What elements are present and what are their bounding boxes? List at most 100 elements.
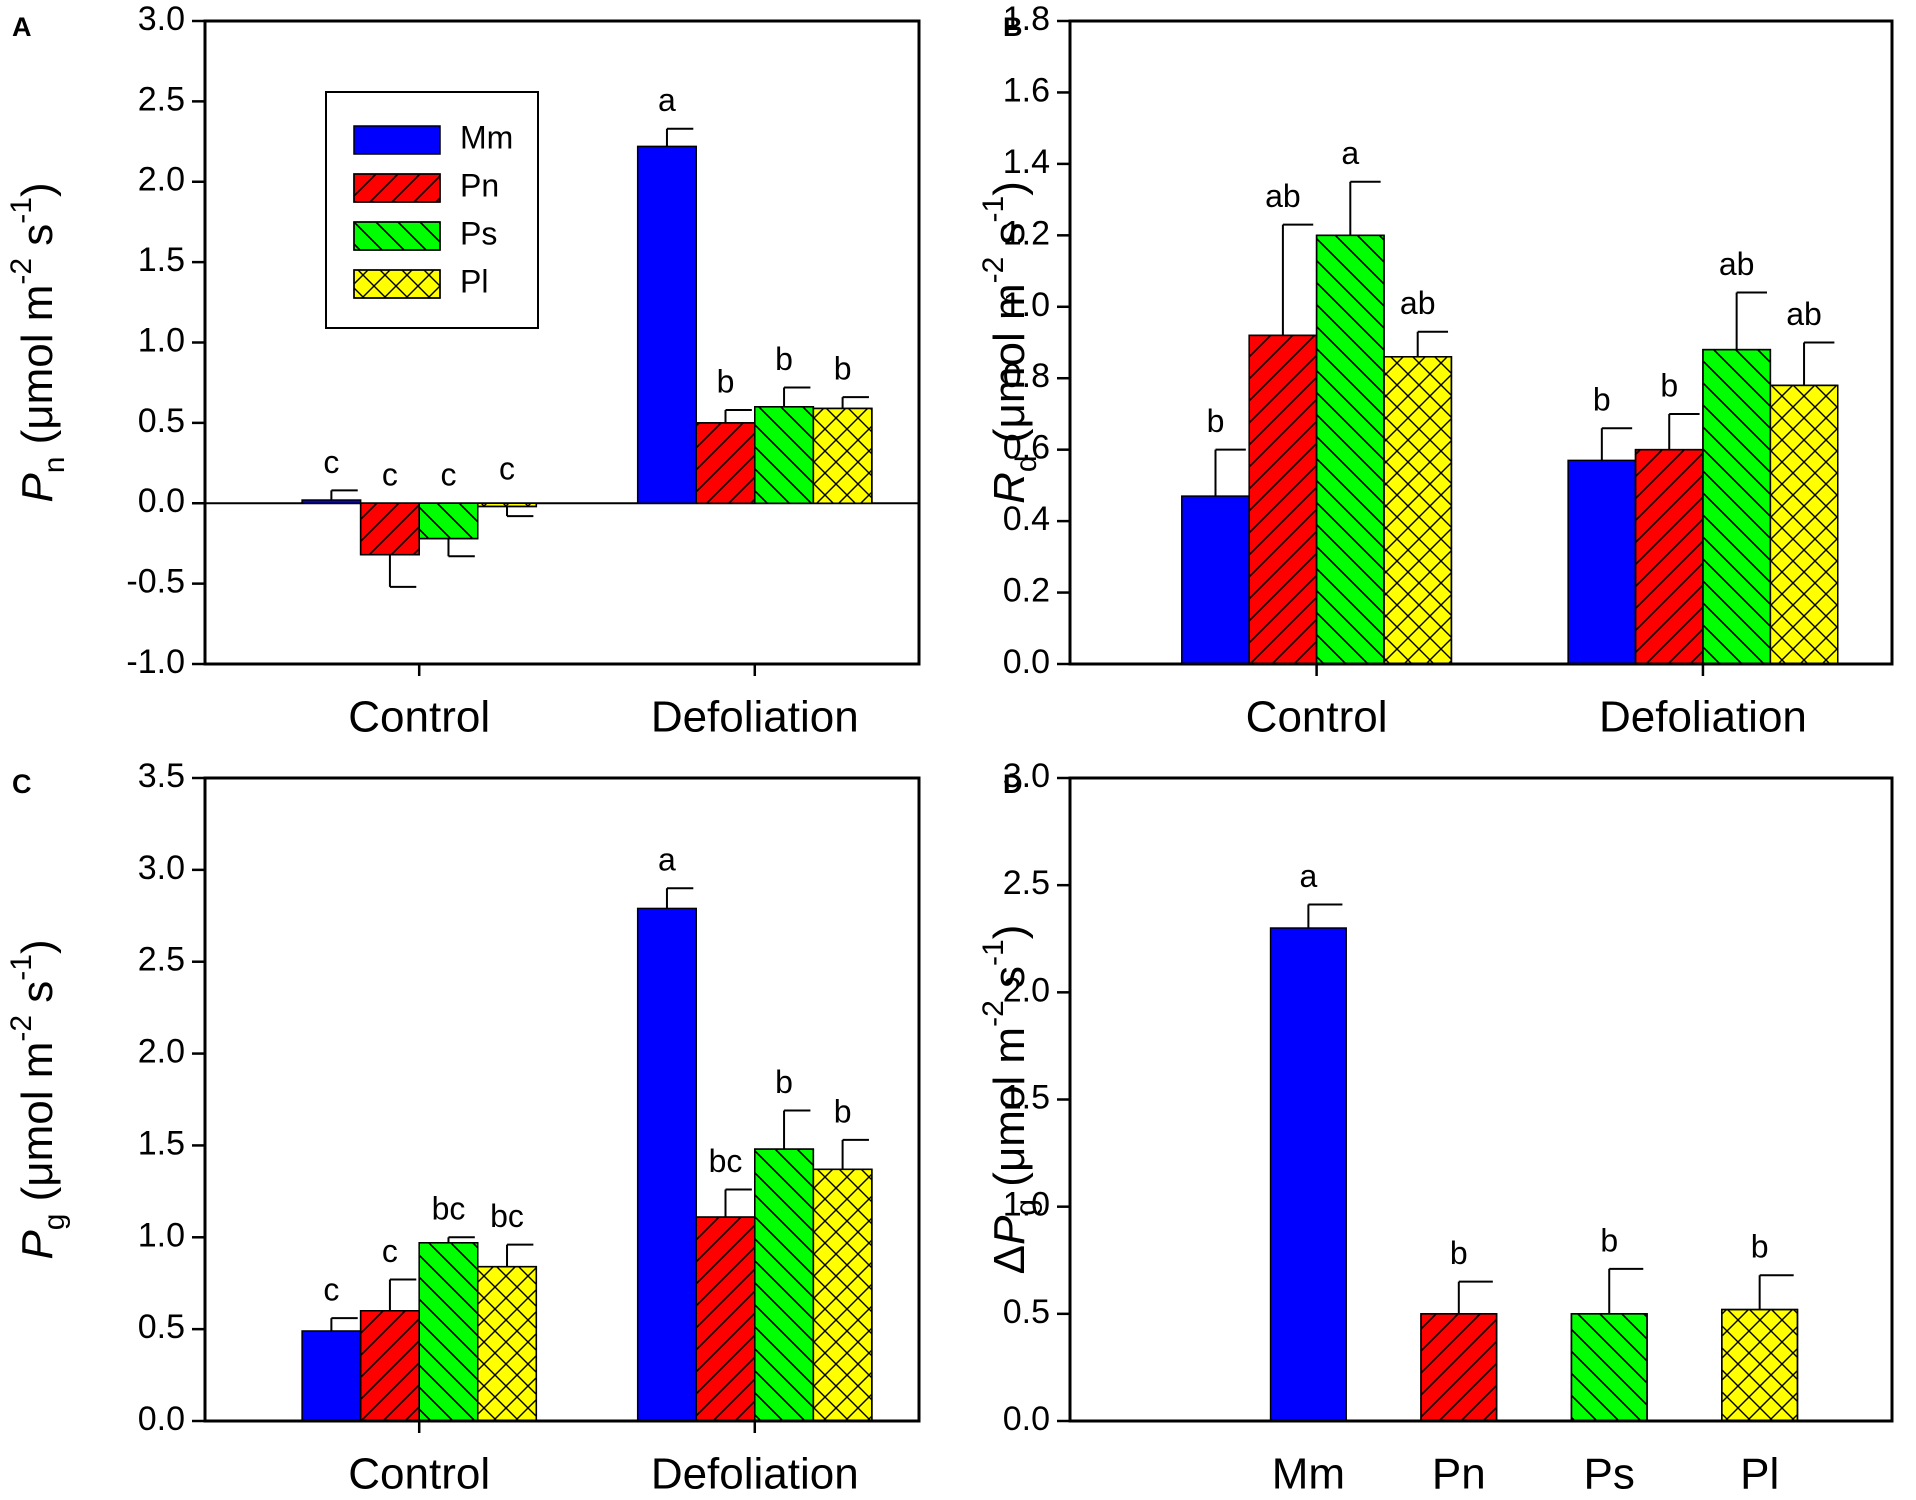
y-label-unit: ) [985, 925, 1034, 940]
bar-hatch [359, 502, 420, 556]
significance-letter: a [658, 82, 676, 118]
y-label-unit: -1 [5, 954, 38, 981]
bar [636, 907, 697, 1422]
y-label-unit: -2 [5, 1015, 38, 1042]
y-tick-label: 3.0 [1003, 757, 1050, 795]
y-label-unit: ) [13, 182, 62, 197]
y-tick-label: 1.5 [138, 241, 185, 279]
y-tick-label: 1.6 [1003, 71, 1050, 109]
legend-swatch-hatch [353, 269, 441, 299]
y-label-unit: (μmol m [985, 1027, 1034, 1199]
bar-hatch [476, 1265, 538, 1422]
significance-letter: b [1593, 382, 1611, 418]
bar-hatch [418, 1242, 479, 1422]
y-label-unit: (μmol m [13, 1042, 62, 1214]
y-tick-label: 3.5 [138, 757, 185, 795]
y-tick-label: 1.0 [1003, 1186, 1050, 1224]
significance-letter: bc [432, 1191, 466, 1227]
bar-hatch [812, 407, 873, 504]
significance-letter: b [1660, 367, 1678, 403]
bar-hatch [418, 502, 479, 540]
y-axis-label: Pg (μmol m-2 s-1) [5, 939, 71, 1259]
y-label-symbol: P [13, 473, 62, 503]
legend-swatch-hatch [353, 221, 441, 251]
significance-letter: ab [1265, 178, 1301, 214]
bar [1567, 459, 1637, 665]
significance-letter: b [1600, 1222, 1618, 1258]
y-tick-label: 0.0 [138, 482, 185, 520]
y-tick-label: 1.0 [138, 1216, 185, 1254]
y-label-unit: s [985, 222, 1034, 256]
y-tick-label: 0.2 [1003, 572, 1050, 610]
bar-hatch [1248, 334, 1318, 665]
y-tick-label: 1.8 [1003, 0, 1050, 38]
plot-frame [203, 19, 921, 666]
x-tick-label: Control [348, 1450, 490, 1499]
y-tick-label: 0.0 [1003, 1400, 1050, 1438]
bar-hatch [695, 422, 756, 504]
plot-frame [1068, 776, 1894, 1423]
bar-hatch [1570, 1313, 1648, 1422]
y-tick-label: 0.5 [1003, 1293, 1050, 1331]
y-tick-label: 0.0 [1003, 643, 1050, 681]
y-axis-label: Pn (μmol m-2 s-1) [5, 182, 71, 502]
y-tick-label: 1.5 [1003, 1078, 1050, 1116]
significance-letter: ab [1786, 296, 1822, 332]
y-tick-label: 1.0 [1003, 286, 1050, 324]
significance-letter: bc [490, 1198, 524, 1234]
y-label-unit: -1 [5, 197, 38, 224]
bar-hatch [812, 1168, 873, 1422]
significance-letter: c [382, 457, 398, 493]
x-tick-label: Defoliation [1599, 693, 1807, 742]
y-label-subscript: n [38, 457, 71, 474]
y-tick-label: 0.6 [1003, 429, 1050, 467]
panel-label: D [1003, 769, 1023, 799]
x-tick-label: Pn [1432, 1450, 1486, 1499]
y-label-unit: (μmol m [985, 283, 1034, 455]
legend-swatch [353, 125, 441, 155]
y-label-symbol: P [985, 1215, 1034, 1245]
significance-letter: a [1341, 135, 1359, 171]
significance-letter: b [775, 1064, 793, 1100]
bar-hatch [1634, 448, 1704, 665]
significance-letter: a [658, 842, 676, 878]
significance-letter: ab [1400, 285, 1436, 321]
bar-hatch [754, 406, 815, 504]
panel-label: B [1003, 12, 1023, 42]
legend-label: Ps [460, 215, 497, 251]
y-tick-label: 2.0 [138, 1033, 185, 1071]
bar-hatch [359, 1310, 420, 1422]
y-label-unit: -2 [977, 1000, 1010, 1027]
y-tick-label: 0.5 [138, 1308, 185, 1346]
significance-letter: b [717, 363, 735, 399]
x-tick-label: Defoliation [651, 1450, 859, 1499]
plot-frame [1068, 19, 1894, 666]
significance-letter: ab [1719, 246, 1755, 282]
y-tick-label: 2.5 [138, 80, 185, 118]
x-tick-label: Mm [1272, 1450, 1345, 1499]
legend-label: Pl [460, 263, 488, 299]
bar [1269, 927, 1347, 1422]
bar [301, 1330, 362, 1422]
y-tick-label: 3.0 [138, 849, 185, 887]
significance-letter: b [834, 1093, 852, 1129]
y-tick-label: 3.0 [138, 0, 185, 38]
y-label-prefix: Δ [985, 1245, 1034, 1274]
significance-letter: b [1751, 1229, 1769, 1265]
y-tick-label: 1.0 [138, 321, 185, 359]
y-tick-label: -1.0 [126, 643, 185, 681]
y-label-unit: s [985, 966, 1034, 1000]
significance-letter: bc [709, 1143, 743, 1179]
bar-hatch [695, 1216, 756, 1422]
y-tick-label: 0.4 [1003, 500, 1050, 538]
significance-letter: b [1450, 1235, 1468, 1271]
significance-letter: c [440, 457, 456, 493]
bar-hatch [476, 502, 538, 508]
y-label-subscript: g [1010, 1199, 1043, 1216]
significance-letter: c [499, 450, 515, 486]
legend-swatch-hatch [353, 173, 441, 203]
y-label-subscript: d [1010, 455, 1043, 472]
y-tick-label: 1.2 [1003, 214, 1050, 252]
